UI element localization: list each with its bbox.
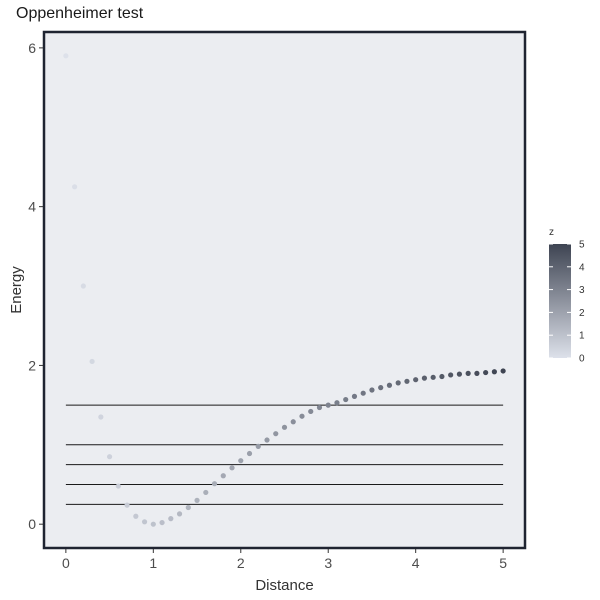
data-point	[168, 516, 174, 522]
x-axis: 0 1 2 3 4 5	[62, 549, 507, 571]
y-tick-label: 4	[28, 199, 36, 215]
data-point	[491, 369, 497, 375]
data-point	[185, 504, 191, 511]
data-point	[220, 473, 226, 479]
y-axis-title: Energy	[8, 266, 25, 314]
colorbar-tick-label: 5	[579, 240, 585, 251]
colorbar	[549, 244, 571, 358]
data-point	[308, 408, 314, 415]
data-point	[273, 431, 279, 437]
data-point	[211, 481, 218, 487]
data-point	[334, 400, 340, 406]
chart-title: Oppenheimer test	[16, 5, 144, 22]
data-point	[474, 370, 480, 376]
data-point	[80, 283, 86, 289]
x-axis-title: Distance	[255, 577, 313, 594]
x-tick-label: 4	[412, 555, 420, 571]
data-point	[325, 402, 331, 408]
data-point	[360, 390, 366, 396]
data-point	[299, 413, 305, 419]
colorbar-ticks: 0 1 2 3 4 5	[549, 240, 585, 365]
plot-border	[42, 30, 527, 550]
data-point	[63, 53, 69, 59]
data-point	[316, 404, 323, 411]
colorbar-tick-label: 4	[579, 262, 585, 273]
colorbar-tick-label: 0	[579, 354, 585, 365]
data-points	[63, 53, 506, 527]
data-point	[421, 375, 428, 381]
colorbar-tick-label: 1	[579, 331, 585, 342]
data-point	[72, 184, 78, 190]
data-point	[229, 465, 235, 471]
data-point	[369, 387, 375, 393]
data-point	[159, 519, 165, 526]
data-point	[448, 372, 454, 378]
data-point	[404, 378, 410, 384]
data-point	[395, 380, 401, 386]
data-point	[343, 396, 349, 403]
data-point	[238, 458, 244, 464]
data-point	[483, 369, 489, 376]
data-point	[150, 521, 156, 527]
data-point	[351, 393, 358, 399]
data-point	[98, 414, 104, 420]
data-point	[203, 489, 209, 496]
data-point	[246, 450, 253, 457]
data-point	[500, 368, 506, 374]
plot-panel	[44, 32, 525, 548]
y-tick-label: 0	[28, 516, 36, 532]
data-point	[176, 511, 183, 517]
y-tick-label: 6	[28, 40, 36, 56]
x-tick-label: 5	[499, 555, 507, 571]
data-point	[413, 377, 419, 383]
data-point	[194, 497, 200, 503]
data-point	[456, 371, 463, 377]
data-point	[106, 454, 113, 460]
colorbar-title: z	[549, 227, 554, 238]
data-point	[255, 443, 261, 449]
data-point	[141, 519, 148, 525]
x-tick-label: 3	[324, 555, 332, 571]
colorbar-tick-label: 3	[579, 285, 585, 296]
data-point	[133, 513, 139, 519]
data-point	[378, 385, 384, 391]
data-point	[264, 437, 270, 443]
data-point	[124, 502, 130, 508]
data-point	[430, 374, 436, 380]
data-point	[281, 424, 288, 430]
x-tick-label: 1	[149, 555, 157, 571]
data-point	[290, 419, 296, 425]
data-point	[115, 483, 121, 489]
y-tick-label: 2	[28, 357, 36, 373]
data-point	[465, 370, 471, 376]
x-tick-label: 0	[62, 555, 70, 571]
y-axis: 0 2 4 6	[28, 40, 43, 532]
colorbar-tick-label: 2	[579, 308, 585, 319]
data-point	[89, 358, 95, 365]
x-tick-label: 2	[237, 555, 245, 571]
colorbar-legend: z 0 1 2 3 4 5	[549, 227, 585, 365]
data-point	[439, 373, 445, 380]
data-point	[386, 382, 393, 388]
reference-lines	[65, 404, 504, 505]
